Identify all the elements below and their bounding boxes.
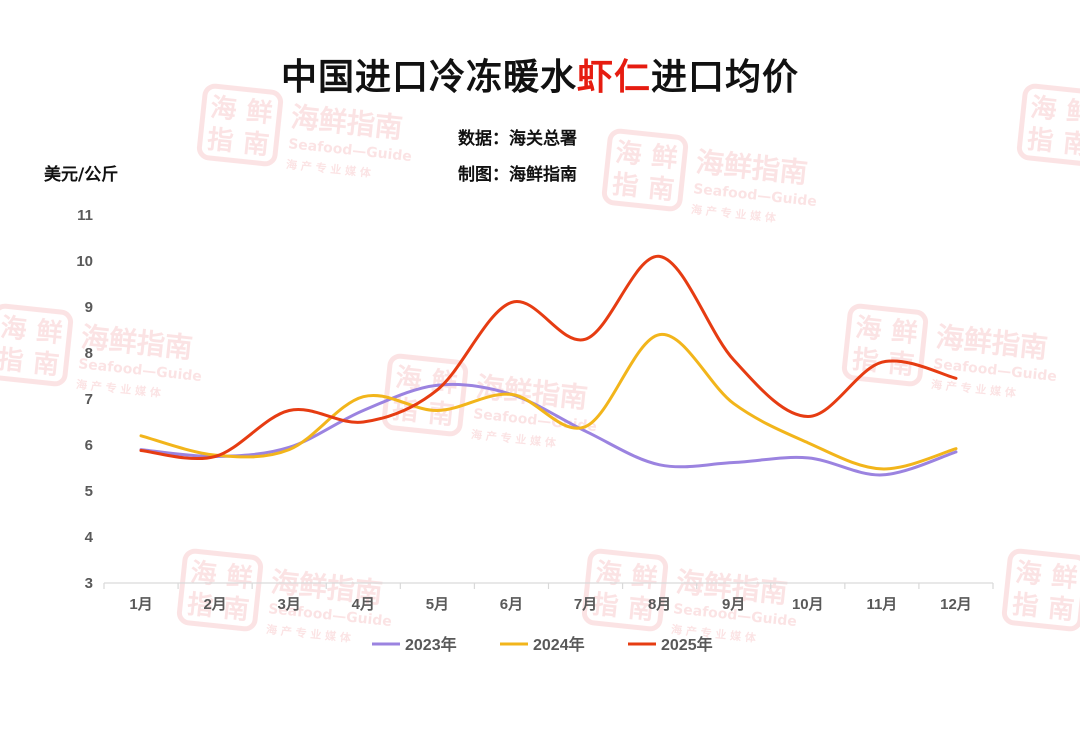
series-line-3: [139, 254, 958, 461]
watermark-logo-box: [601, 128, 689, 212]
watermark-logo-char: 鲜: [225, 562, 254, 595]
chart-series-lines: [139, 254, 958, 477]
title-highlight: 虾仁: [576, 57, 651, 98]
data-source-note: 数据：海关总署: [458, 129, 577, 149]
watermark-logo-char: 鲜: [1050, 562, 1079, 595]
chart-legend: 2023年 2024年 2025年: [372, 635, 713, 654]
watermark-logo-box: [1016, 83, 1080, 167]
watermark-logo-char: 鲜: [650, 142, 679, 175]
watermark-tagline: 海 产 专 业 媒 体: [285, 157, 372, 180]
x-tick-label: 6月: [500, 596, 523, 613]
watermark-logo-char: 海: [614, 138, 643, 171]
watermark-logo-char: 指: [0, 345, 25, 378]
title-prefix: 中国进口冷冻暖水: [280, 57, 577, 98]
chart-title: 中国进口冷冻暖水虾仁进口均价: [0, 48, 1080, 100]
x-tick-label: 2月: [203, 596, 226, 613]
y-tick-label: 6: [85, 437, 93, 454]
y-tick-label: 10: [76, 253, 93, 270]
watermark-logo-char: 海: [0, 313, 28, 346]
watermark-logo-box: [1001, 548, 1080, 632]
watermark-layer: 海鲜指南海鲜指南Seafood—Guide海 产 专 业 媒 体海鲜指南海鲜指南…: [0, 83, 1080, 645]
watermark: 海鲜指南海鲜指南Seafood—Guide海 产 专 业 媒 体: [601, 128, 818, 225]
legend-item: 2024年: [500, 635, 585, 654]
x-tick-label: 8月: [648, 596, 671, 613]
watermark-tagline: 海 产 专 业 媒 体: [690, 202, 777, 225]
watermark: 海鲜指南海鲜指南Seafood—Guide海 产 专 业 媒 体: [841, 303, 1058, 400]
x-tick-label: 11月: [866, 596, 897, 613]
x-tick-label: 3月: [278, 596, 301, 613]
watermark-logo-char: 海: [1014, 558, 1043, 591]
legend-label: 2024年: [533, 635, 585, 654]
watermark-logo-char: 鲜: [35, 317, 64, 350]
x-tick-label: 7月: [574, 596, 597, 613]
watermark-logo-char: 南: [1062, 129, 1080, 162]
x-tick-label: 9月: [722, 596, 745, 613]
watermark-logo-box: [176, 548, 264, 632]
watermark-logo-char: 海: [1029, 93, 1058, 126]
legend-item: 2025年: [628, 635, 713, 654]
y-axis-unit-label: 美元/公斤: [44, 165, 119, 185]
legend-item: 2023年: [372, 635, 457, 654]
watermark-tagline: 海 产 专 业 媒 体: [265, 622, 352, 645]
title-suffix: 进口均价: [651, 57, 800, 98]
watermark-logo-char: 指: [206, 125, 235, 158]
watermark-logo-char: 指: [1026, 125, 1055, 158]
watermark-logo-char: 鲜: [890, 317, 919, 350]
watermark-logo-char: 海: [854, 313, 883, 346]
x-tick-label: 5月: [426, 596, 449, 613]
x-tick-label: 10月: [792, 596, 824, 613]
series-line-1: [139, 382, 958, 477]
y-tick-label: 4: [85, 529, 94, 546]
watermark: 海鲜指南海鲜指南Seafood—Guide海 产 专 业 媒 体: [196, 83, 413, 180]
watermark-logo-box: [841, 303, 929, 387]
watermark: 海鲜指南海鲜指南Seafood—Guide海 产 专 业 媒 体: [0, 303, 203, 400]
watermark-logo-char: 南: [242, 129, 271, 162]
watermark-logo-char: 南: [647, 174, 676, 207]
y-tick-label: 8: [85, 345, 93, 362]
x-tick-label: 1月: [129, 596, 152, 613]
chart-axes: 1月 2月 3月 4月 5月 6月 7月 8月 9月 10月 11月 12月 3 4 5 6 7 8 9 10 11: [76, 207, 994, 613]
x-tick-label: 4月: [352, 596, 375, 613]
watermark-tagline: 海 产 专 业 媒 体: [470, 427, 557, 450]
watermark-logo-char: 海: [209, 93, 238, 126]
watermark-logo-char: 指: [186, 590, 215, 623]
watermark-tagline: 海 产 专 业 媒 体: [930, 377, 1017, 400]
watermark-logo-char: 鲜: [245, 97, 274, 130]
y-tick-label: 9: [85, 299, 93, 316]
watermark: 海鲜指南海鲜指南Seafood—Guide海 产 专 业 媒 体: [581, 548, 798, 645]
watermark-logo-char: 指: [611, 170, 640, 203]
y-tick-label: 5: [85, 483, 93, 500]
watermark-logo-box: [381, 353, 469, 437]
series-line-2: [139, 333, 958, 471]
watermark-logo-box: [581, 548, 669, 632]
watermark-logo-box: [196, 83, 284, 167]
watermark-logo-char: 南: [32, 349, 61, 382]
legend-label: 2023年: [405, 635, 457, 654]
watermark-logo-char: 鲜: [630, 562, 659, 595]
y-tick-label: 3: [85, 575, 93, 592]
chart-maker-note: 制图：海鲜指南: [458, 165, 577, 185]
watermark-logo-char: 南: [887, 349, 916, 382]
y-tick-label: 11: [77, 207, 93, 224]
watermark-logo-char: 指: [1011, 590, 1040, 623]
watermark-logo-char: 海: [189, 558, 218, 591]
watermark-logo-char: 南: [1047, 594, 1076, 627]
watermark-logo-char: 鲜: [1065, 97, 1080, 130]
watermark-logo-char: 南: [627, 594, 656, 627]
watermark-logo-char: 南: [427, 399, 456, 432]
x-tick-label: 12月: [940, 596, 972, 613]
watermark-logo-box: [0, 303, 74, 387]
watermark-logo-char: 指: [591, 590, 620, 623]
legend-label: 2025年: [661, 635, 713, 654]
watermark-logo-char: 南: [222, 594, 251, 627]
y-tick-label: 7: [85, 391, 93, 408]
watermark-logo-char: 海: [594, 558, 623, 591]
